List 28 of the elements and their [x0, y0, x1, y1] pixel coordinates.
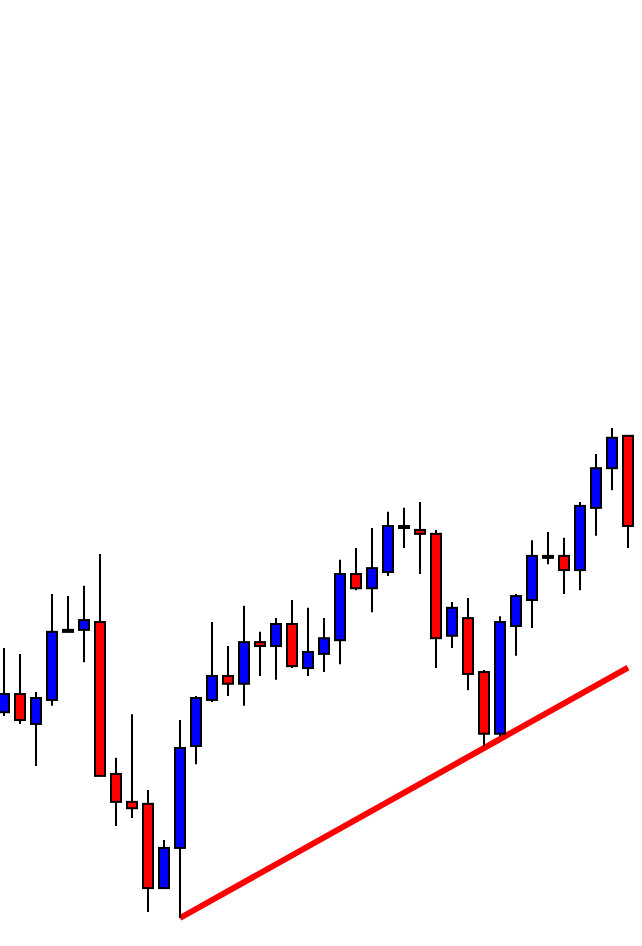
candlestick	[222, 645, 234, 698]
candlestick	[62, 595, 74, 633]
candlestick	[398, 506, 410, 550]
candlestick	[302, 606, 314, 677]
candlestick	[542, 530, 554, 566]
candlestick	[206, 621, 218, 703]
candlestick	[510, 593, 522, 657]
candlestick	[446, 600, 458, 650]
candlestick	[318, 617, 330, 674]
candlestick	[78, 584, 90, 664]
candlestick	[14, 652, 26, 725]
candlestick	[270, 617, 282, 681]
candlestick	[590, 452, 602, 537]
candlestick	[350, 547, 362, 592]
candlestick	[382, 510, 394, 577]
candlestick	[0, 647, 10, 718]
candlestick	[286, 598, 298, 670]
candlestick	[110, 756, 122, 827]
candlestick	[254, 630, 266, 677]
candlestick	[526, 539, 538, 629]
candlestick	[126, 713, 138, 820]
candlestick	[158, 839, 170, 890]
candlestick	[238, 604, 250, 707]
candlestick	[414, 500, 426, 576]
candlestick	[606, 427, 618, 492]
candlestick	[558, 536, 570, 596]
candlestick	[30, 691, 42, 768]
candlestick	[366, 526, 378, 614]
